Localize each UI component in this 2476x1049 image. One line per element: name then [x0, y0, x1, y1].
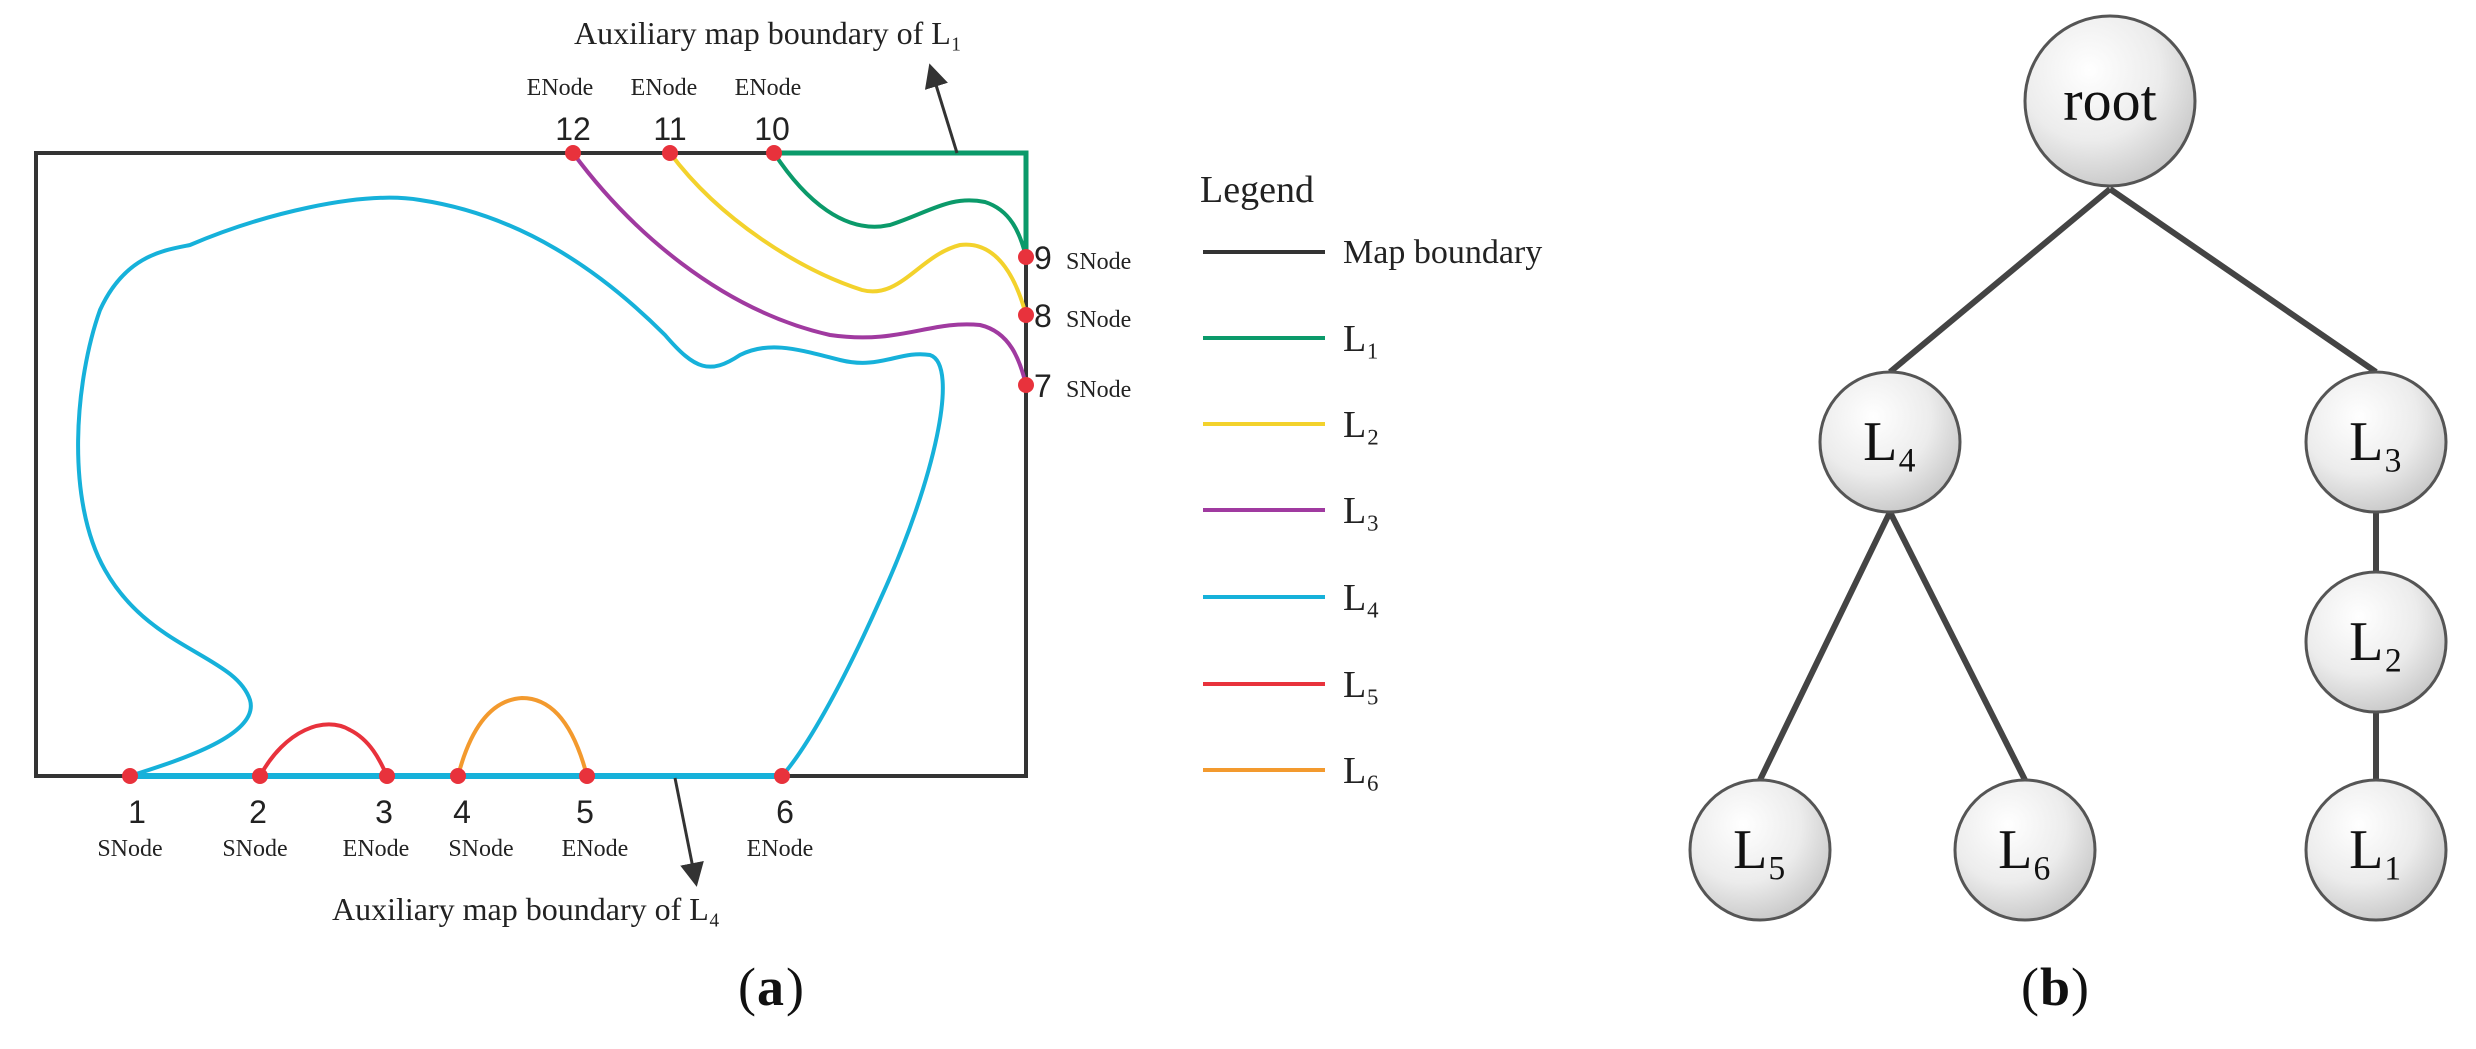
caption-a: a [757, 957, 784, 1017]
node-type-5: ENode [562, 836, 629, 862]
tree-node-root [2023, 14, 2197, 188]
tree-node-L4 [1818, 370, 1962, 514]
node-num-7: 7 [1034, 368, 1052, 404]
legend-label-L2: L₂ [1343, 404, 1379, 446]
node-dot-4 [450, 768, 466, 784]
tree-edges [1757, 186, 2379, 782]
legend-label-L3: L₃ [1343, 490, 1379, 532]
node-type-2: SNode [222, 836, 287, 862]
legend-label-boundary: Map boundary [1343, 234, 1542, 271]
node-num-1: 1 [128, 794, 146, 830]
edge-root-L4 [1888, 186, 2112, 375]
aux-boundary-L1 [774, 150, 1029, 257]
node-num-6: 6 [776, 794, 794, 830]
caption-b-close: ) [2071, 957, 2089, 1017]
node-type-10: ENode [735, 75, 802, 101]
tree-node-L2 [2304, 570, 2448, 714]
tree-node-L6 [1953, 778, 2097, 922]
node-num-4: 4 [453, 794, 471, 830]
node-num-9: 9 [1034, 240, 1052, 276]
top-node-numbers: 12 11 10 [555, 111, 790, 147]
node-dot-9 [1018, 249, 1034, 265]
tree-node-L4-label: L₄ [1863, 411, 1917, 473]
legend: Legend Map boundary L₁ L₂ L₃ L₄ L₅ L₆ [1200, 169, 1542, 792]
node-dot-6 [774, 768, 790, 784]
tree-node-L6-label: L₆ [1998, 819, 2052, 881]
tree-node-L3 [2304, 370, 2448, 514]
top-node-types: ENode ENode ENode [527, 75, 802, 101]
node-type-7: SNode [1066, 377, 1131, 403]
panel-a: 1 2 3 4 5 6 SNode SNode ENode SNode ENod… [34, 15, 1131, 1017]
node-type-11: ENode [631, 75, 698, 101]
annotation-top: Auxiliary map boundary of L₁ [574, 15, 962, 51]
line-L6 [456, 695, 589, 777]
caption-b-open: ( [2021, 957, 2039, 1017]
node-num-3: 3 [375, 794, 393, 830]
node-num-8: 8 [1034, 298, 1052, 334]
tree-node-L2-label: L₂ [2349, 611, 2403, 673]
caption-a-open: ( [738, 957, 756, 1017]
node-type-9: SNode [1066, 249, 1131, 275]
tree-node-L1-label: L₁ [2349, 819, 2403, 881]
tree-node-L5 [1688, 778, 1832, 922]
tree-node-L5-label: L₅ [1733, 819, 1787, 881]
tree-node-L1 [2304, 778, 2448, 922]
edge-L4-L6 [1887, 510, 2028, 782]
legend-title: Legend [1200, 169, 1314, 211]
node-dot-10 [766, 145, 782, 161]
node-num-12: 12 [555, 111, 591, 147]
annotation-top-arrow [924, 63, 959, 154]
legend-label-L6: L₆ [1343, 750, 1379, 792]
annotation-bottom: Auxiliary map boundary of L₄ [332, 891, 720, 927]
bottom-node-numbers: 1 2 3 4 5 6 [128, 794, 794, 830]
node-type-4: SNode [448, 836, 513, 862]
tree-node-L3-label: L₃ [2349, 411, 2403, 473]
node-dot-1 [122, 768, 138, 784]
line-L4 [76, 195, 945, 778]
node-type-1: SNode [97, 836, 162, 862]
node-num-5: 5 [576, 794, 594, 830]
node-dot-5 [579, 768, 595, 784]
legend-label-L5: L₅ [1343, 664, 1379, 706]
node-dot-11 [662, 145, 678, 161]
node-dot-8 [1018, 307, 1034, 323]
node-dot-12 [565, 145, 581, 161]
node-num-11: 11 [653, 111, 686, 147]
node-num-2: 2 [249, 794, 267, 830]
panel-b: root L₄ L₃ L₂ L₅ L₆ L₁ ( b ) [1688, 14, 2448, 1017]
node-type-6: ENode [747, 836, 814, 862]
tree-node-root-label: root [2063, 68, 2156, 133]
bottom-node-types: SNode SNode ENode SNode ENode ENode [97, 836, 813, 862]
legend-label-L4: L₄ [1343, 577, 1379, 619]
node-num-10: 10 [754, 111, 790, 147]
right-node-labels: 9 SNode 8 SNode 7 SNode [1034, 240, 1131, 404]
line-L5 [258, 722, 389, 777]
node-dot-7 [1018, 377, 1034, 393]
node-type-12: ENode [527, 75, 594, 101]
edge-L4-L5 [1757, 510, 1893, 782]
edge-root-L3 [2108, 186, 2378, 375]
line-L3 [571, 151, 1028, 386]
node-type-8: SNode [1066, 307, 1131, 333]
caption-b: b [2040, 957, 2070, 1017]
line-L2 [668, 151, 1028, 316]
legend-label-L1: L₁ [1343, 318, 1379, 360]
node-dot-2 [252, 768, 268, 784]
annotation-bottom-arrow [673, 777, 704, 887]
caption-a-close: ) [786, 957, 804, 1017]
node-type-3: ENode [343, 836, 410, 862]
node-dot-3 [379, 768, 395, 784]
node-dots [122, 145, 1034, 784]
line-L1 [772, 151, 1028, 258]
